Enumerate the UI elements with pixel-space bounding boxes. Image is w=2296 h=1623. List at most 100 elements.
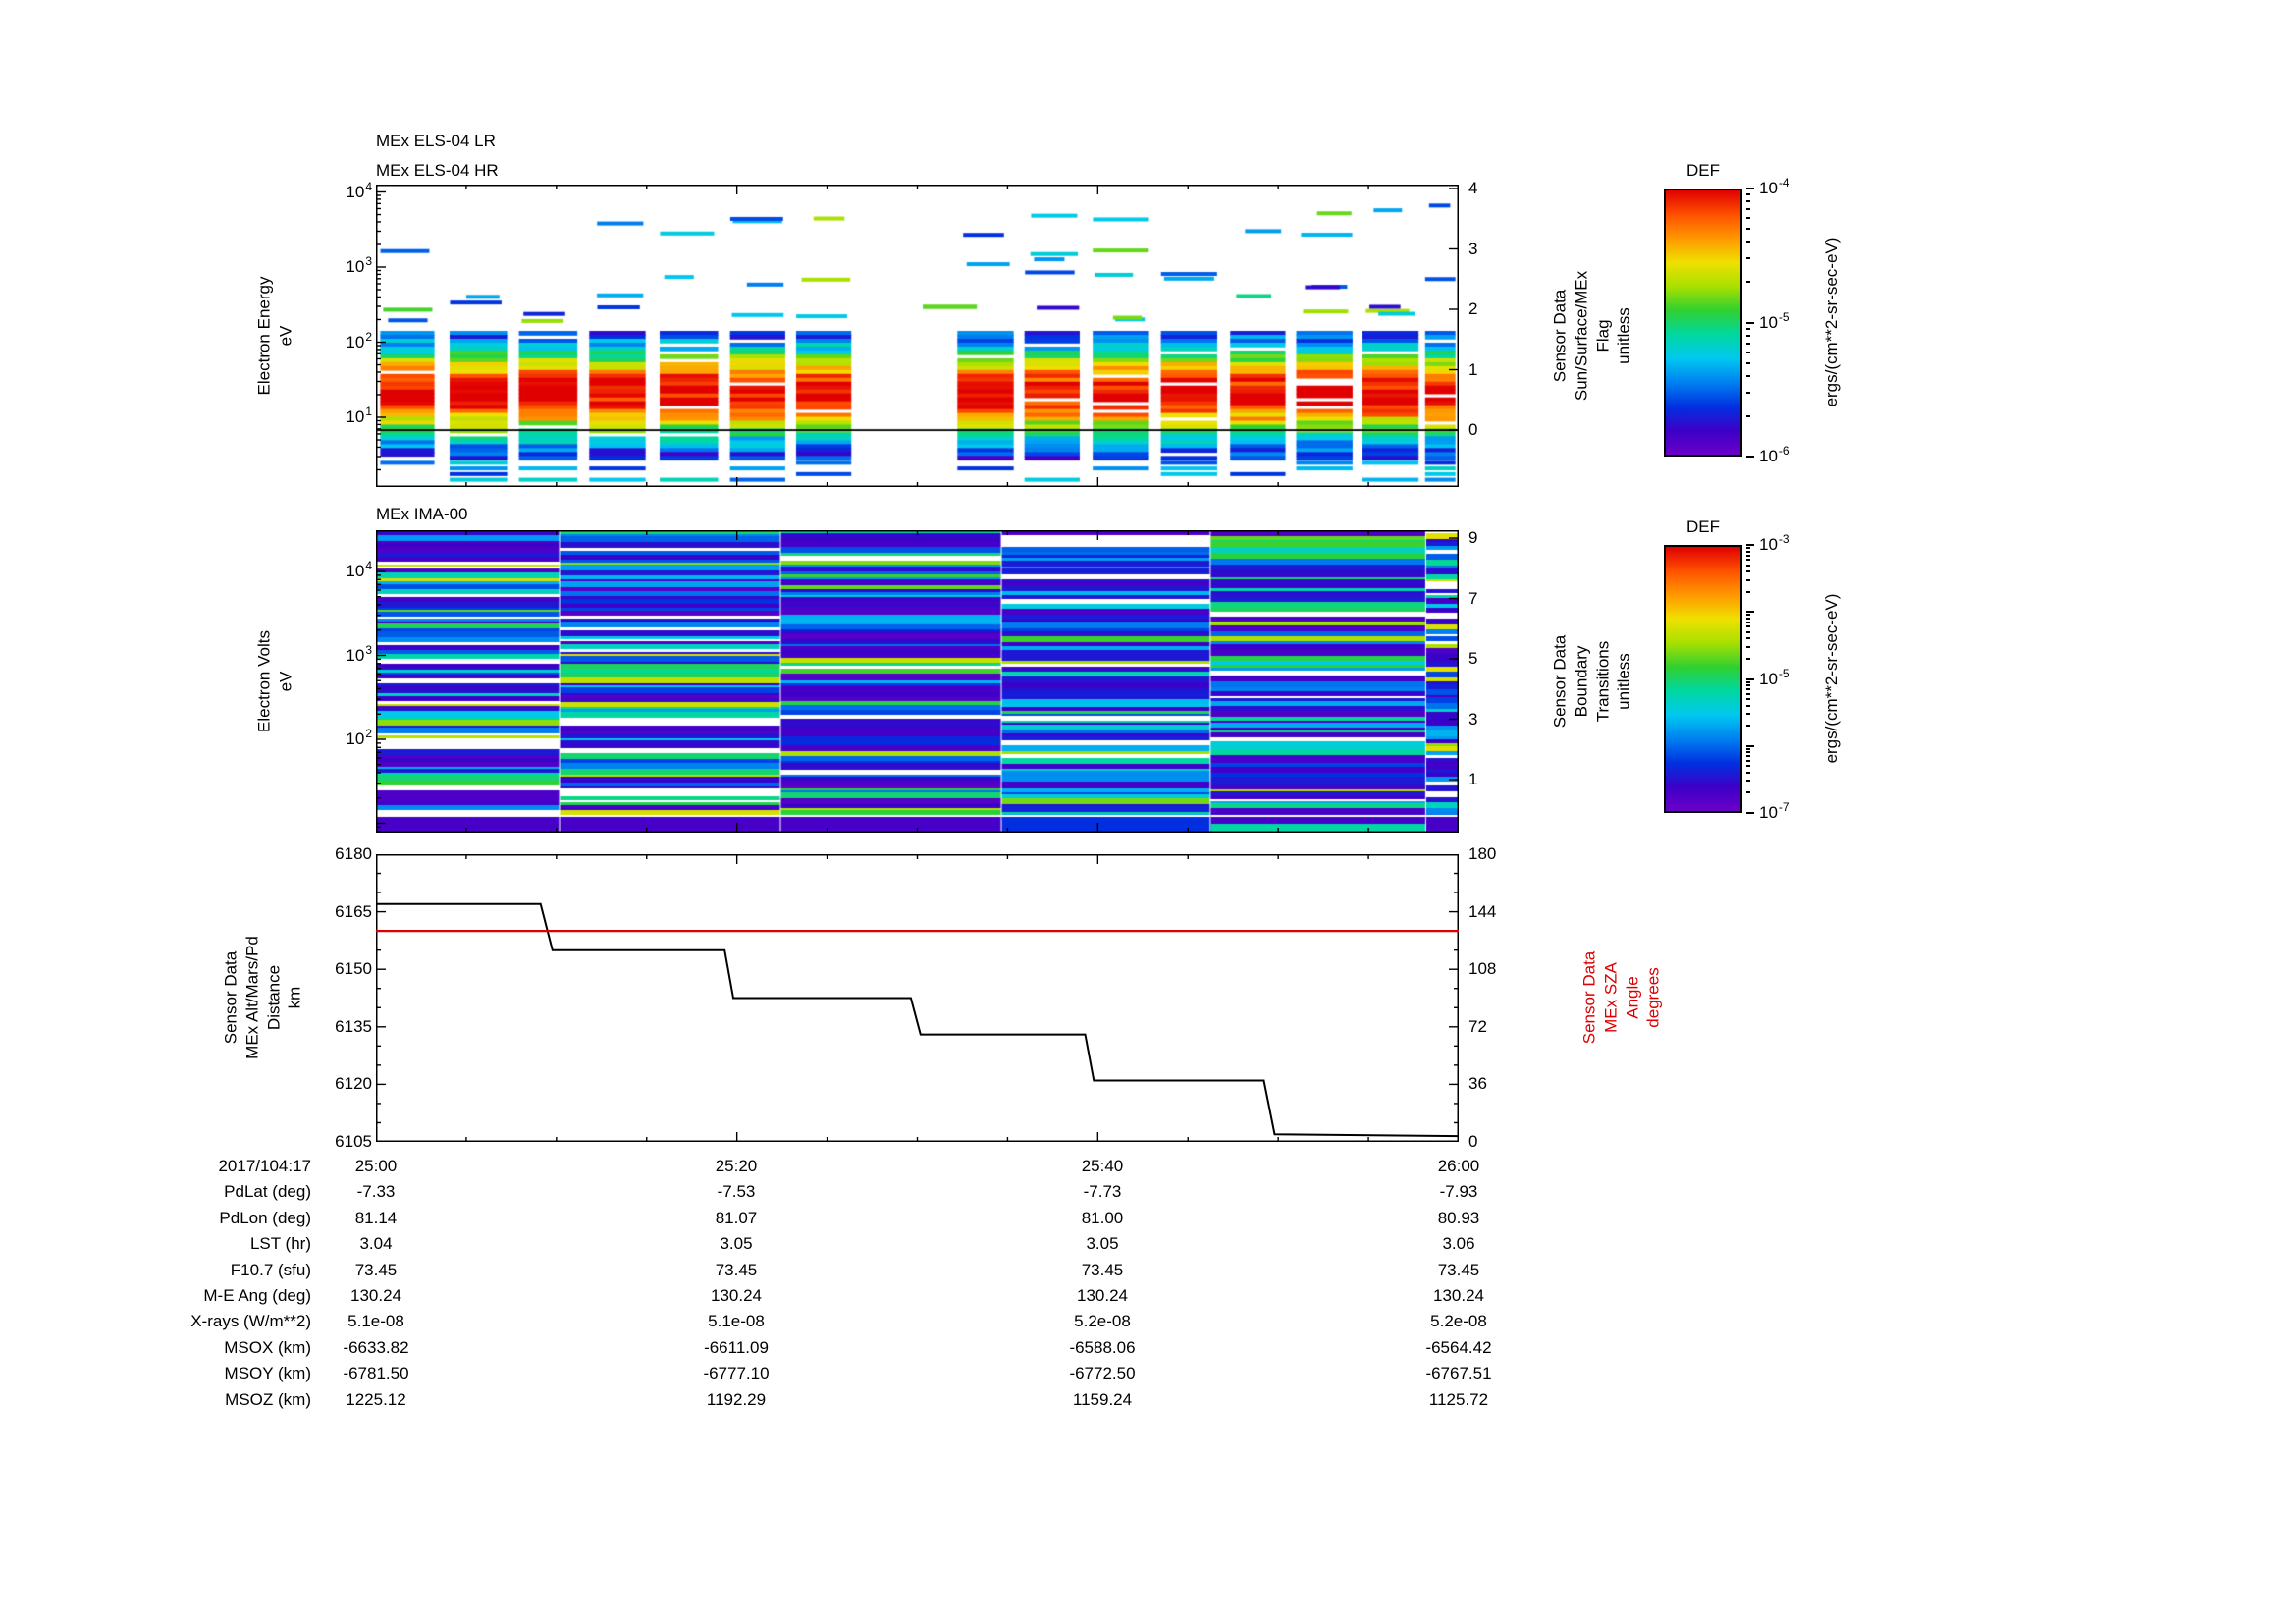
colorbar2-units-label: ergs/(cm**2-sr-sec-eV): [1822, 593, 1842, 764]
colorbar-tick-mark: [1746, 621, 1750, 623]
table-value: 81.07: [715, 1208, 758, 1227]
colorbar-tick-mark: [1746, 414, 1750, 417]
table-value: 1225.12: [346, 1389, 406, 1409]
els-right-tick-label: 1: [1468, 359, 1478, 379]
els-right-tick-label: 4: [1468, 179, 1478, 197]
table-value: 1159.24: [1072, 1389, 1133, 1409]
colorbar-tick-mark: [1746, 759, 1750, 762]
colorbar-tick-mark: [1746, 559, 1750, 562]
table-value: -6767.51: [1425, 1364, 1492, 1383]
colorbar-tick-mark: [1746, 391, 1750, 394]
colorbar2: [1664, 545, 1742, 813]
table-value: 73.45: [1437, 1260, 1480, 1279]
line-right-tick-label: 36: [1468, 1074, 1487, 1094]
els-right-tick-label: 3: [1468, 239, 1478, 258]
colorbar-tick-mark: [1746, 217, 1750, 220]
line-left-tick-label: 6105: [335, 1132, 372, 1151]
colorbar-tick-mark: [1746, 684, 1750, 687]
table-value: 5.1e-08: [347, 1312, 404, 1331]
ima-left-tick-label: 103: [346, 642, 372, 665]
els-axes-ticks: [376, 185, 1459, 487]
colorbar-tick-mark: [1746, 188, 1754, 189]
colorbar-tick-mark: [1746, 281, 1750, 284]
superscript: 3: [365, 642, 372, 657]
colorbar-tick-mark: [1746, 228, 1750, 231]
els-right-axis-label: Sensor Data Sun/Surface/MEx Flag unitles…: [1550, 270, 1633, 402]
table-value: -6772.50: [1069, 1364, 1136, 1383]
colorbar-tick-mark: [1746, 688, 1750, 691]
table-value: -6781.50: [343, 1364, 409, 1383]
table-value: 3.04: [359, 1234, 393, 1254]
line-left-tick-label: 6165: [335, 901, 372, 921]
colorbar-tick-mark: [1746, 321, 1754, 324]
ima-left-tick-label: 102: [346, 727, 372, 748]
superscript: 4: [365, 179, 372, 193]
colorbar1-gradient: [1666, 190, 1740, 455]
superscript: 1: [365, 405, 372, 418]
colorbar-tick-mark: [1746, 645, 1750, 648]
ima-axes-ticks: [376, 530, 1459, 833]
superscript: 2: [365, 329, 372, 344]
table-value: 1192.29: [706, 1389, 767, 1409]
colorbar-tick-mark: [1746, 677, 1754, 680]
table-value: 73.45: [1081, 1260, 1124, 1279]
table-value: 5.2e-08: [1074, 1312, 1131, 1331]
els-left-tick-label: 103: [346, 254, 372, 276]
ima-right-tick-label: 3: [1468, 709, 1478, 729]
colorbar-tick-mark: [1746, 241, 1750, 243]
table-row-label: MSOY (km): [224, 1364, 311, 1383]
colorbar-tick-mark: [1746, 614, 1750, 617]
els-spectrogram-canvas: [376, 185, 1459, 487]
table-value: 3.05: [720, 1234, 753, 1254]
table-value: -6564.42: [1425, 1337, 1492, 1357]
els-title-line2: MEx ELS-04 HR: [376, 161, 499, 180]
altitude-line: [376, 902, 1459, 1138]
colorbar2-gradient: [1666, 547, 1740, 811]
table-value: 130.24: [711, 1286, 762, 1305]
table-value: -7.33: [356, 1182, 396, 1202]
superscript: -6: [1778, 444, 1789, 458]
line-left-tick-label: 6135: [335, 1016, 372, 1036]
els-right-tick-label: 2: [1468, 299, 1478, 318]
table-row-label: PdLon (deg): [219, 1208, 311, 1227]
colorbar-tick-mark: [1746, 657, 1750, 660]
colorbar-tick-mark: [1746, 725, 1750, 728]
table-value: -7.73: [1083, 1182, 1122, 1202]
line-left-axis-label: Sensor Data MEx Alt/Mars/Pd Distance km: [221, 936, 304, 1059]
colorbar-tick-mark: [1746, 747, 1750, 750]
colorbar-tick-mark: [1746, 564, 1750, 567]
colorbar-tick-mark: [1746, 544, 1754, 546]
ima-spectrogram-canvas: [376, 530, 1459, 833]
colorbar-tick-mark: [1746, 590, 1750, 593]
colorbar-tick-mark: [1746, 765, 1750, 768]
table-row-label: MSOZ (km): [225, 1389, 311, 1409]
colorbar-tick-mark: [1746, 791, 1750, 794]
table-value: 73.45: [354, 1260, 398, 1279]
colorbar1: [1664, 189, 1742, 457]
els-spectrogram-panel: [376, 185, 1459, 487]
line-right-tick-label: 72: [1468, 1016, 1487, 1036]
table-value: 5.2e-08: [1430, 1312, 1487, 1331]
colorbar-tick-label: 10-7: [1759, 800, 1789, 822]
line-right-tick-label: 0: [1468, 1132, 1478, 1151]
ima-right-tick-label: 7: [1468, 588, 1478, 608]
superscript: -7: [1778, 800, 1789, 814]
table-row-label: X-rays (W/m**2): [190, 1312, 311, 1331]
els-title-line1: MEx ELS-04 LR: [376, 132, 496, 150]
table-row-label: M-E Ang (deg): [203, 1286, 311, 1305]
table-value: -7.93: [1439, 1182, 1478, 1202]
colorbar-tick-mark: [1746, 812, 1754, 814]
line-right-tick-label: 108: [1468, 959, 1497, 979]
table-row-label: MSOX (km): [224, 1337, 311, 1357]
line-left-tick-label: 6120: [335, 1074, 372, 1094]
superscript: -5: [1778, 309, 1789, 324]
table-value: 3.06: [1442, 1234, 1475, 1254]
table-value: -6611.09: [704, 1337, 769, 1357]
colorbar-tick-mark: [1746, 200, 1750, 203]
table-row-label: LST (hr): [249, 1234, 311, 1254]
colorbar-tick-mark: [1746, 692, 1750, 695]
table-value: -6633.82: [343, 1337, 409, 1357]
colorbar-tick-mark: [1746, 578, 1750, 581]
colorbar1-title: DEF: [1686, 161, 1720, 180]
colorbar-tick-mark: [1746, 751, 1750, 754]
